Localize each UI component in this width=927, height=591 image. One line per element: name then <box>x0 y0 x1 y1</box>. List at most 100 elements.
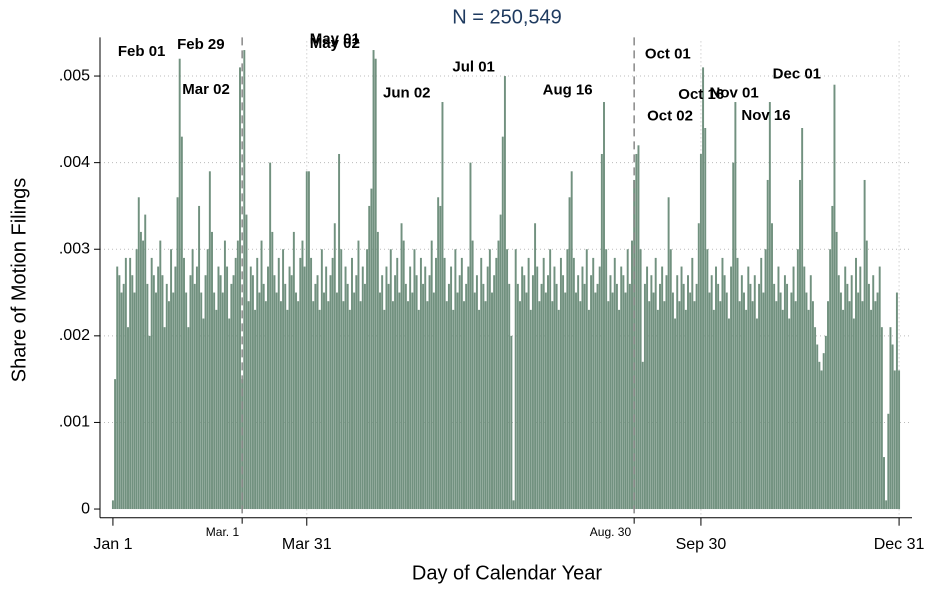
bar <box>249 266 252 510</box>
bar <box>139 231 142 510</box>
bar <box>753 275 756 510</box>
bar <box>835 231 838 510</box>
bar <box>305 171 308 510</box>
bar <box>435 257 437 510</box>
bar <box>637 145 640 510</box>
bar <box>581 266 584 510</box>
bar <box>521 266 524 510</box>
bar <box>635 153 638 510</box>
bar <box>745 309 748 510</box>
bar <box>452 309 455 510</box>
bar <box>818 361 821 510</box>
bar <box>307 171 310 510</box>
bar <box>460 257 463 510</box>
bar <box>135 249 138 510</box>
bar <box>715 266 717 510</box>
bar <box>411 292 414 510</box>
bar <box>353 292 356 510</box>
bar <box>766 179 769 510</box>
bar <box>491 292 493 510</box>
annotation: Oct 01 <box>645 45 691 62</box>
bar <box>773 283 776 510</box>
bar <box>338 153 341 510</box>
bar <box>258 292 261 510</box>
bar <box>428 275 431 510</box>
bar <box>288 266 291 510</box>
bar <box>206 249 209 510</box>
bar <box>676 275 679 510</box>
bar <box>695 283 698 510</box>
bar <box>279 301 282 510</box>
y-axis-label: Share of Motion Filings <box>8 178 30 383</box>
bar <box>146 283 149 510</box>
bar <box>807 309 810 510</box>
bar <box>391 301 394 510</box>
bar <box>684 309 687 510</box>
bar <box>592 257 595 510</box>
bar <box>844 266 847 510</box>
bar <box>738 301 741 510</box>
bar <box>650 275 653 510</box>
bar <box>624 292 627 510</box>
bar <box>855 257 857 510</box>
bar <box>200 292 203 510</box>
bar <box>788 318 791 510</box>
bar <box>333 223 336 510</box>
bar <box>687 275 689 510</box>
bar <box>833 84 836 510</box>
bar <box>764 249 767 510</box>
bar <box>727 318 730 510</box>
bar <box>898 370 901 510</box>
bar <box>415 275 418 510</box>
bar <box>198 205 201 510</box>
bar <box>211 231 213 510</box>
bar <box>366 249 369 510</box>
bar <box>889 327 892 510</box>
bar <box>603 102 605 510</box>
x-tick-label: Mar 31 <box>282 536 332 553</box>
bar <box>691 257 694 510</box>
bar <box>385 266 388 510</box>
bar <box>721 257 724 510</box>
bar <box>394 275 397 510</box>
bar <box>680 266 683 510</box>
bar <box>814 327 817 510</box>
annotation: Feb 29 <box>177 36 225 53</box>
x-tick-label: Jan 1 <box>93 536 132 553</box>
bar <box>195 266 198 510</box>
bar <box>850 275 853 510</box>
bar <box>379 292 381 510</box>
bar <box>609 275 612 510</box>
bar <box>667 197 670 510</box>
annotation: Feb 01 <box>118 43 166 60</box>
bar <box>693 301 696 510</box>
annotation: May 01 <box>310 31 360 48</box>
bar <box>816 344 819 510</box>
bar <box>809 275 812 510</box>
bar <box>626 249 629 510</box>
bar <box>544 292 547 510</box>
bar <box>878 266 881 510</box>
bar <box>572 257 575 510</box>
bar <box>467 266 470 510</box>
bar <box>187 327 190 510</box>
bar <box>495 257 498 510</box>
bar <box>842 309 845 510</box>
bar <box>531 275 534 510</box>
bar <box>771 223 773 510</box>
bar <box>417 309 420 510</box>
bar <box>618 309 621 510</box>
bar <box>454 249 457 510</box>
bar <box>839 292 842 510</box>
annotation: May 02 <box>310 35 360 52</box>
bar <box>880 327 883 510</box>
bar <box>174 266 177 510</box>
bar <box>872 275 875 510</box>
bar <box>189 275 192 510</box>
bar <box>805 292 808 510</box>
bar <box>239 67 241 510</box>
bar <box>512 500 515 510</box>
bar <box>323 292 325 510</box>
bar <box>180 136 183 510</box>
bar <box>273 275 276 510</box>
